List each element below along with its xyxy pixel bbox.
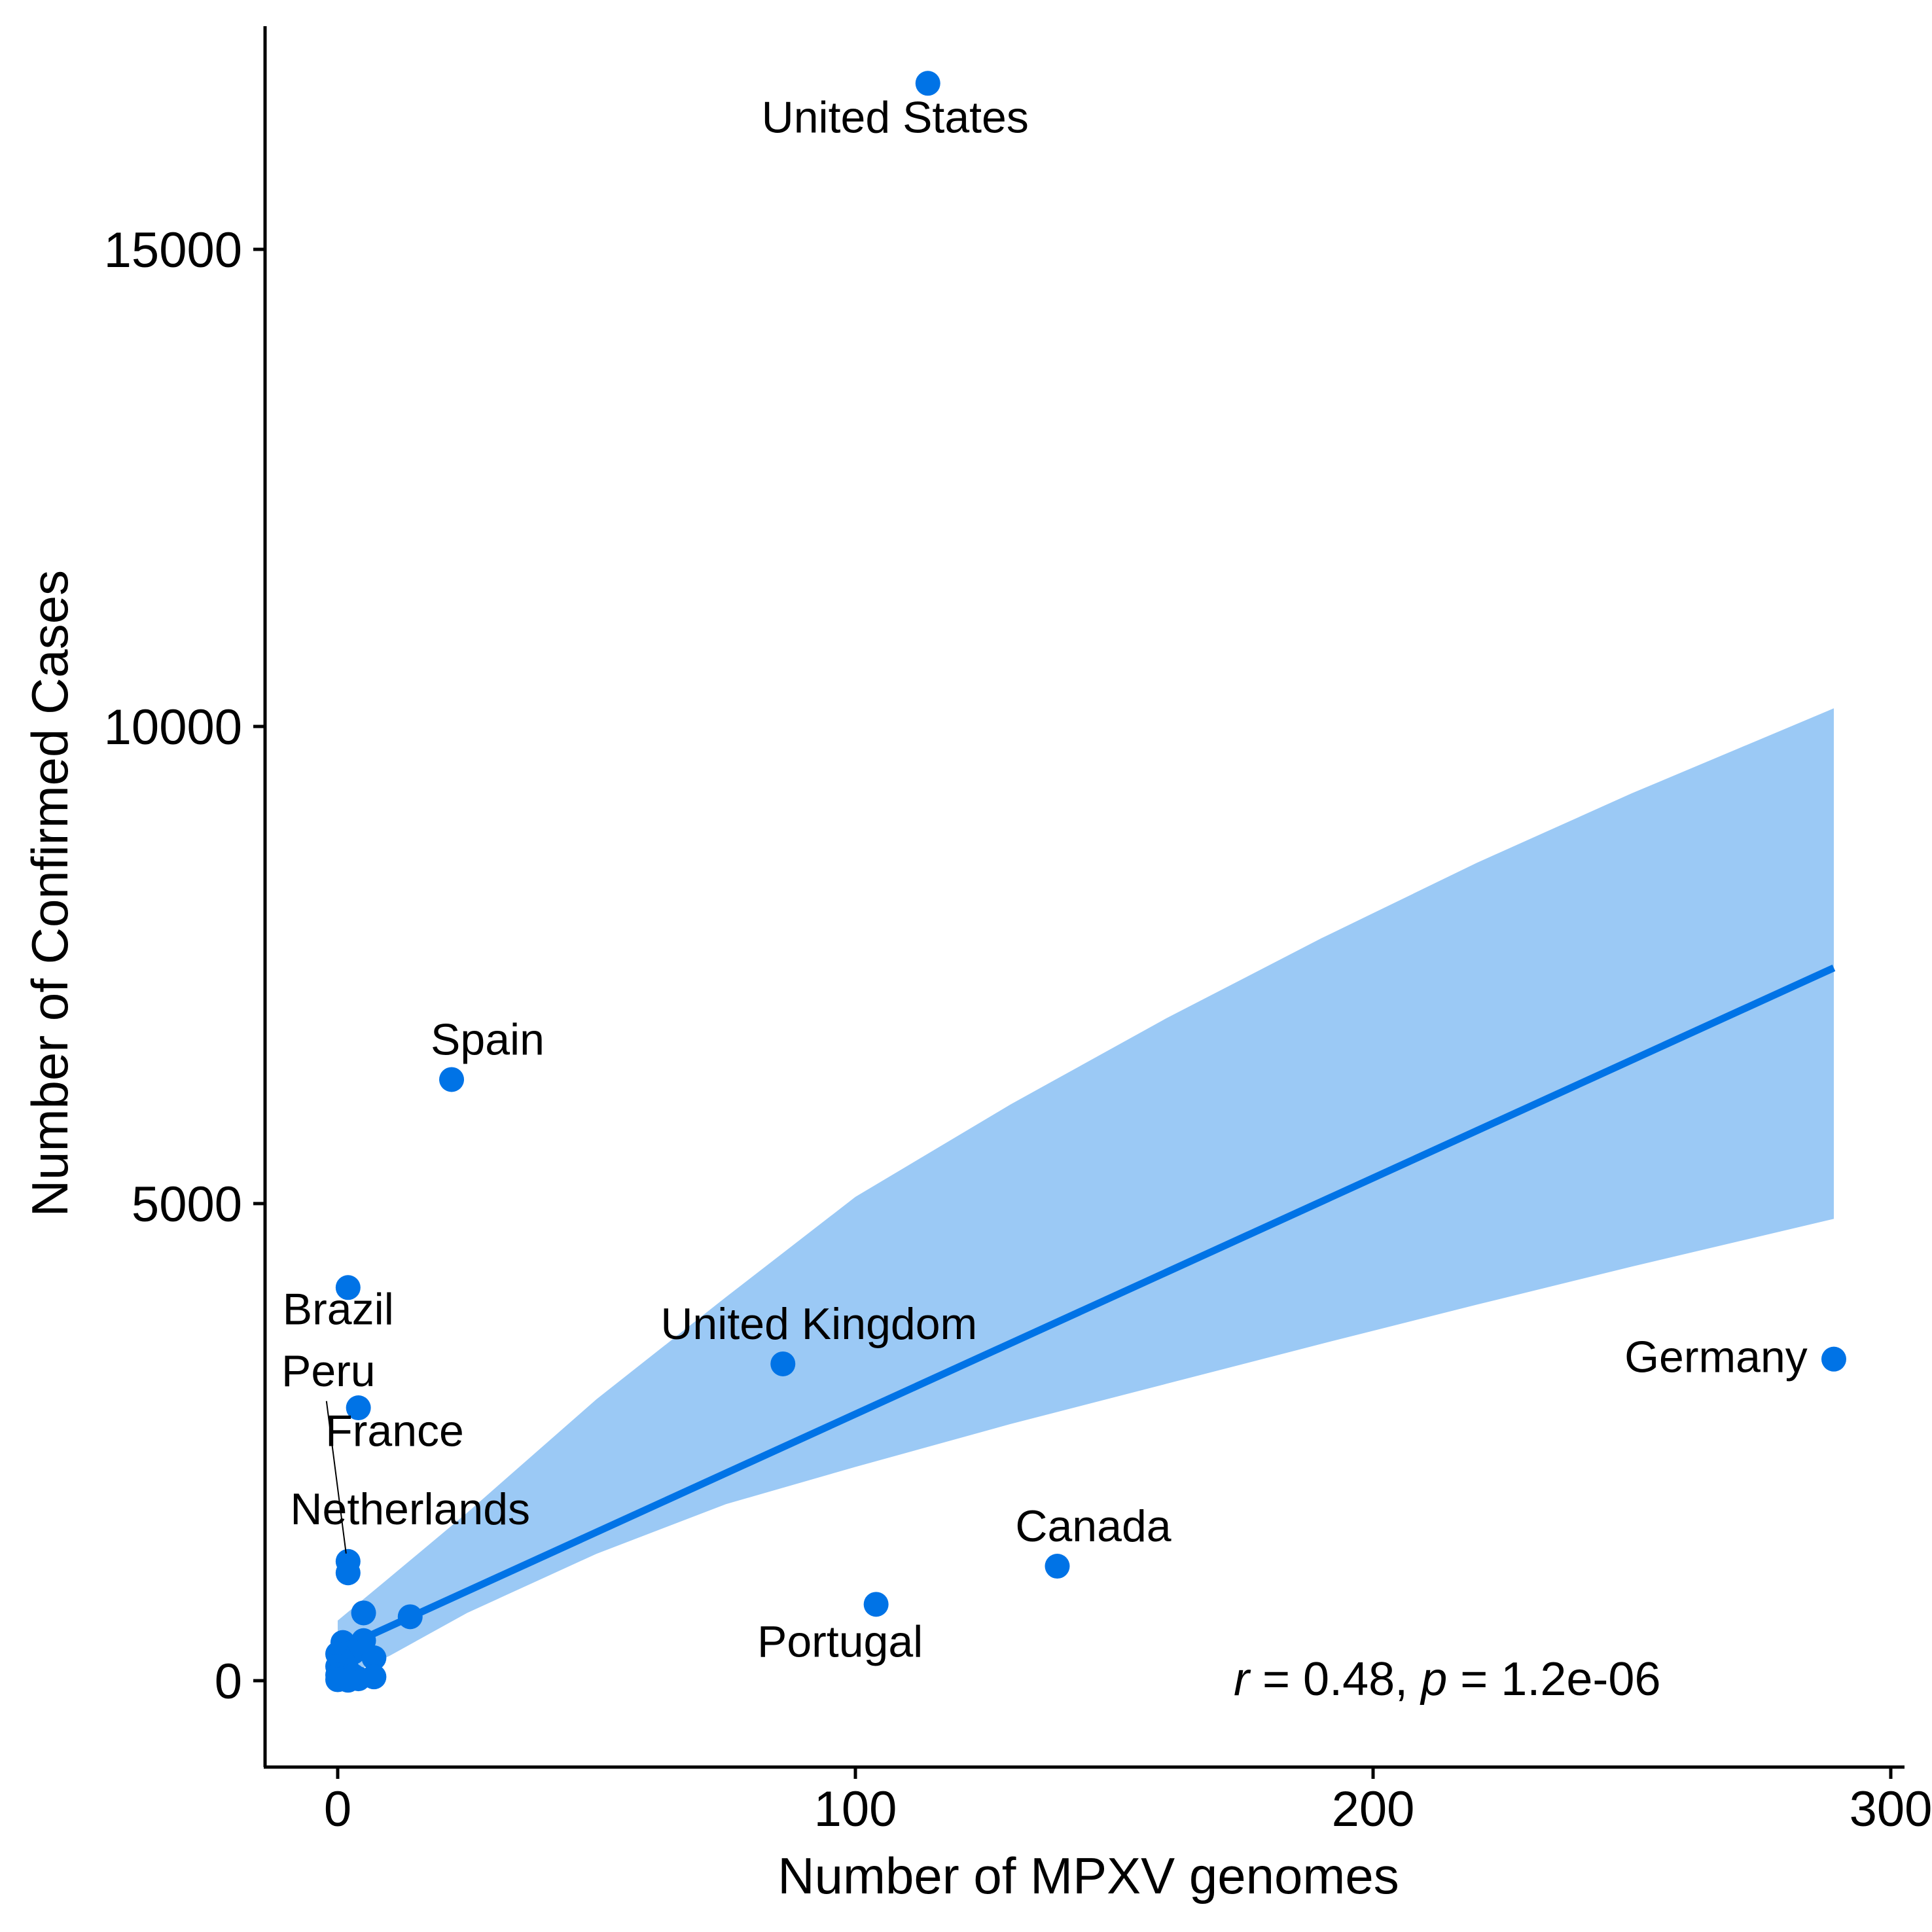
data-point [335, 1668, 361, 1693]
y-tick-label: 0 [215, 1654, 242, 1709]
data-point [346, 1395, 371, 1421]
point-label: Portugal [757, 1617, 923, 1666]
point-label: France [325, 1406, 464, 1456]
axes-layer: 0 5000 10000 15000 0 100 200 300 [104, 26, 1932, 1837]
regression-fit-line [336, 964, 1836, 1654]
r-symbol: r [1234, 1653, 1251, 1706]
data-point [361, 1645, 387, 1671]
y-tick-label: 10000 [104, 700, 242, 755]
peru-leader-line [325, 1401, 347, 1554]
x-tick-label: 200 [1332, 1781, 1415, 1837]
point-label: Brazil [283, 1284, 394, 1334]
data-points-layer [325, 71, 1846, 1693]
point-label: Germany [1624, 1333, 1808, 1382]
point-label: Peru [281, 1346, 376, 1396]
data-point [397, 1604, 423, 1630]
x-tick-label: 100 [814, 1781, 897, 1837]
p-symbol: p [1420, 1653, 1447, 1706]
data-point [1821, 1346, 1846, 1372]
fit-line-layer [336, 964, 1836, 1654]
x-tick-label: 300 [1850, 1781, 1932, 1837]
x-tick-label: 0 [324, 1781, 351, 1837]
point-label: Canada [1015, 1501, 1171, 1551]
confidence-band [338, 708, 1834, 1680]
data-point [770, 1351, 796, 1376]
data-point [1045, 1554, 1070, 1579]
correlation-stat-annotation: r = 0.48, p = 1.2e-06 [1234, 1653, 1660, 1706]
x-axis-title: Number of MPXV genomes [778, 1847, 1399, 1905]
p-value-text: = 1.2e-06 [1447, 1653, 1660, 1706]
point-labels-layer: United States Spain Brazil United Kingdom Ge… [281, 92, 1808, 1666]
point-label: Spain [431, 1014, 545, 1064]
data-point [863, 1592, 889, 1617]
confidence-band-layer [338, 708, 1834, 1680]
y-axis-title: Number of Confirmed Cases [21, 570, 79, 1217]
y-tick-label: 15000 [104, 223, 242, 278]
point-label: Netherlands [290, 1484, 530, 1534]
point-label: United States [762, 92, 1029, 142]
data-point [335, 1560, 361, 1586]
data-point [439, 1067, 465, 1092]
data-point [915, 71, 940, 96]
data-point [351, 1600, 376, 1626]
y-tick-label: 5000 [132, 1177, 242, 1232]
data-point [335, 1275, 361, 1300]
r-value-text: = 0.48, [1249, 1653, 1421, 1706]
point-label: United Kingdom [660, 1299, 977, 1349]
